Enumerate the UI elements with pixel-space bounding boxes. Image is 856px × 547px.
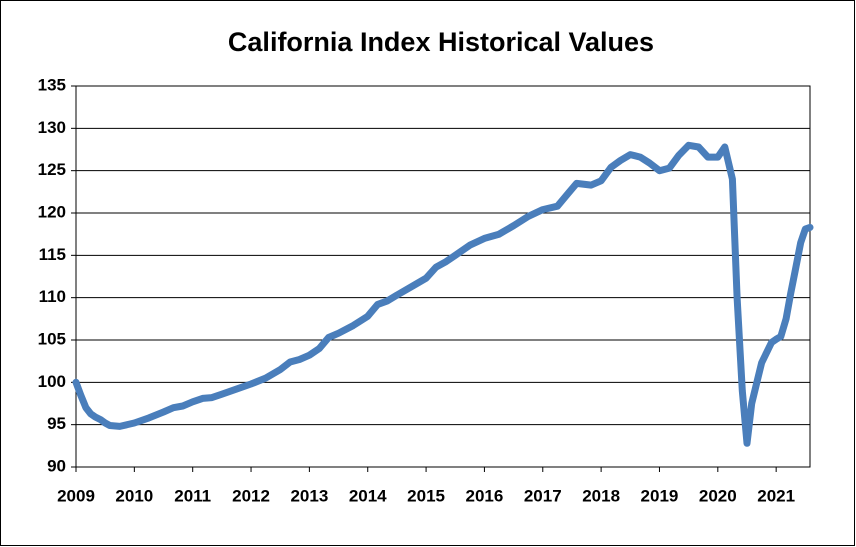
y-tick-label: 90 (47, 456, 66, 475)
plot-area (75, 85, 811, 468)
x-tick-label: 2010 (115, 486, 153, 505)
y-tick-label: 105 (38, 329, 66, 348)
x-tick-label: 2019 (641, 486, 679, 505)
x-tick-label: 2014 (349, 486, 387, 505)
x-tick-label: 2018 (582, 486, 620, 505)
x-tick-label: 2020 (699, 486, 737, 505)
x-tick-label: 2016 (466, 486, 504, 505)
x-tick-label: 2011 (174, 486, 211, 505)
y-tick-label: 130 (38, 118, 66, 137)
x-tick-label: 2017 (524, 486, 562, 505)
chart-title: California Index Historical Values (228, 27, 654, 57)
y-tick-label: 125 (38, 160, 66, 179)
x-tick-label: 2012 (232, 486, 270, 505)
y-tick-label: 135 (38, 75, 66, 94)
x-tick-label: 2015 (407, 486, 445, 505)
y-tick-label: 100 (38, 372, 66, 391)
y-tick-label: 120 (38, 202, 66, 221)
y-tick-label: 110 (39, 287, 66, 306)
x-tick-label: 2021 (757, 486, 795, 505)
y-tick-label: 95 (47, 414, 66, 433)
x-tick-label: 2009 (57, 486, 95, 505)
x-tick-label: 2013 (290, 486, 328, 505)
data-line (72, 141, 814, 447)
y-tick-label: 115 (39, 245, 66, 264)
